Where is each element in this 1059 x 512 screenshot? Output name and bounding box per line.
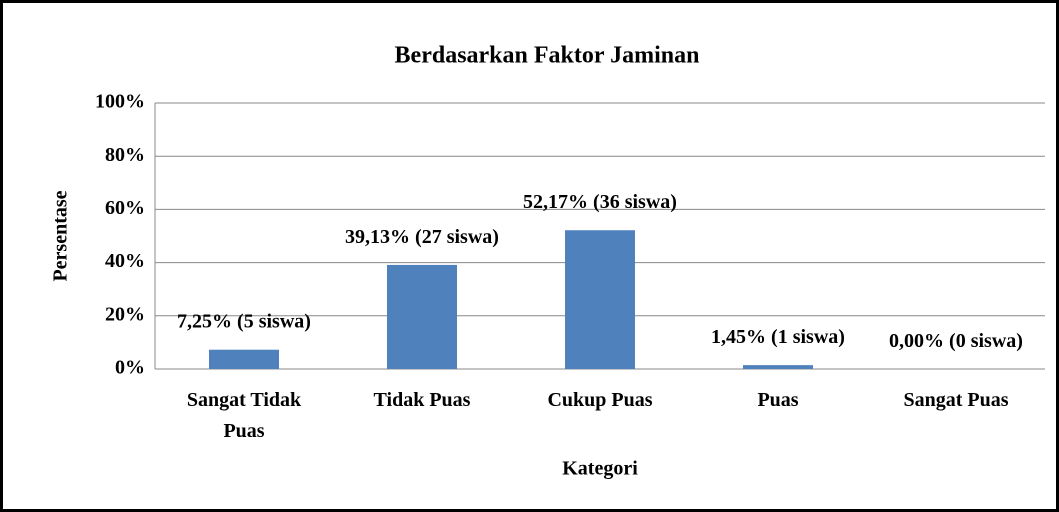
x-tick-label: Tidak Puas xyxy=(374,389,471,411)
value-label: 52,17% (36 siswa) xyxy=(523,191,677,213)
bar xyxy=(743,365,813,369)
y-tick-label: 40% xyxy=(105,250,145,272)
x-tick-label: Sangat Puas xyxy=(903,389,1008,411)
x-tick-label: Puas xyxy=(757,389,798,411)
bar xyxy=(387,264,457,369)
y-axis-label: Persentase xyxy=(50,190,72,281)
y-tick-label: 60% xyxy=(105,197,145,219)
value-label: 1,45% (1 siswa) xyxy=(711,326,845,348)
value-label: 7,25% (5 siswa) xyxy=(177,310,311,332)
y-tick-label: 20% xyxy=(105,303,145,325)
bar xyxy=(565,230,635,369)
bar xyxy=(209,349,279,369)
y-tick-label: 100% xyxy=(95,91,145,113)
x-tick-label: Sangat Tidak Puas xyxy=(187,389,302,442)
value-label: 0,00% (0 siswa) xyxy=(889,330,1023,352)
y-tick-label: 0% xyxy=(115,357,145,379)
y-tick-label: 80% xyxy=(105,144,145,166)
value-label: 39,13% (27 siswa) xyxy=(345,226,499,248)
chart-title: Berdasarkan Faktor Jaminan xyxy=(395,43,700,69)
x-tick-label: Cukup Puas xyxy=(547,389,652,411)
x-axis-label: Kategori xyxy=(562,458,638,480)
